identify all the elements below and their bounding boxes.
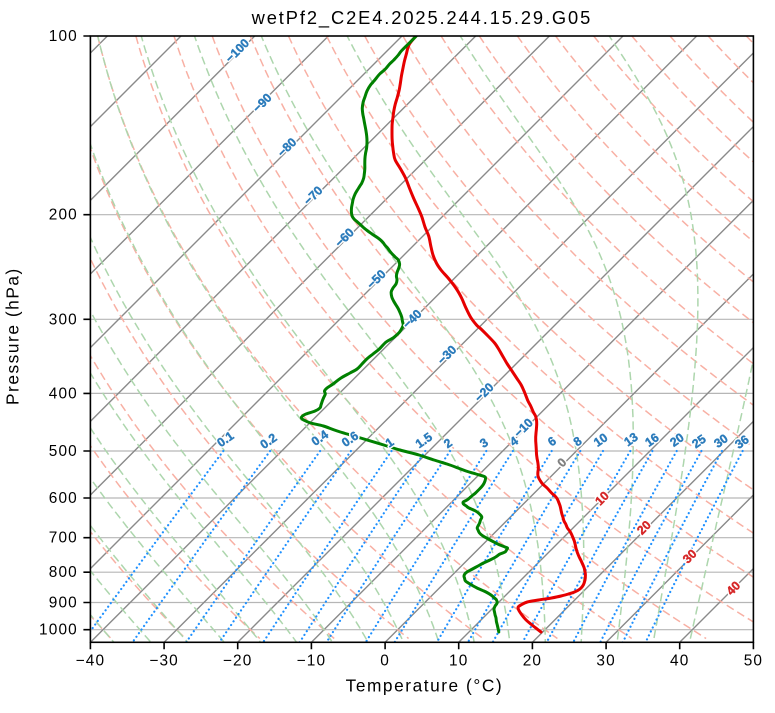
svg-text:20: 20	[523, 653, 542, 670]
svg-text:Pressure (hPa): Pressure (hPa)	[3, 267, 23, 405]
svg-text:400: 400	[49, 385, 78, 402]
svg-text:−40: −40	[76, 653, 106, 670]
svg-text:500: 500	[49, 443, 78, 460]
svg-text:10: 10	[449, 653, 468, 670]
svg-text:30: 30	[596, 653, 615, 670]
svg-text:16: 16	[642, 430, 661, 449]
svg-text:−30: −30	[149, 653, 179, 670]
svg-text:700: 700	[49, 530, 78, 547]
svg-text:50: 50	[744, 653, 763, 670]
svg-text:Temperature (°C): Temperature (°C)	[346, 676, 504, 696]
svg-text:0: 0	[380, 653, 390, 670]
svg-text:−20: −20	[223, 653, 253, 670]
svg-text:100: 100	[49, 28, 78, 45]
svg-text:600: 600	[49, 490, 78, 507]
svg-text:40: 40	[670, 653, 689, 670]
svg-text:−10: −10	[297, 653, 327, 670]
svg-text:1000: 1000	[39, 622, 78, 639]
svg-text:900: 900	[49, 595, 78, 612]
svg-text:800: 800	[49, 564, 78, 581]
svg-text:wetPf2_C2E4.2025.244.15.29.G05: wetPf2_C2E4.2025.244.15.29.G05	[251, 7, 593, 29]
svg-text:200: 200	[49, 207, 78, 224]
svg-text:300: 300	[49, 311, 78, 328]
